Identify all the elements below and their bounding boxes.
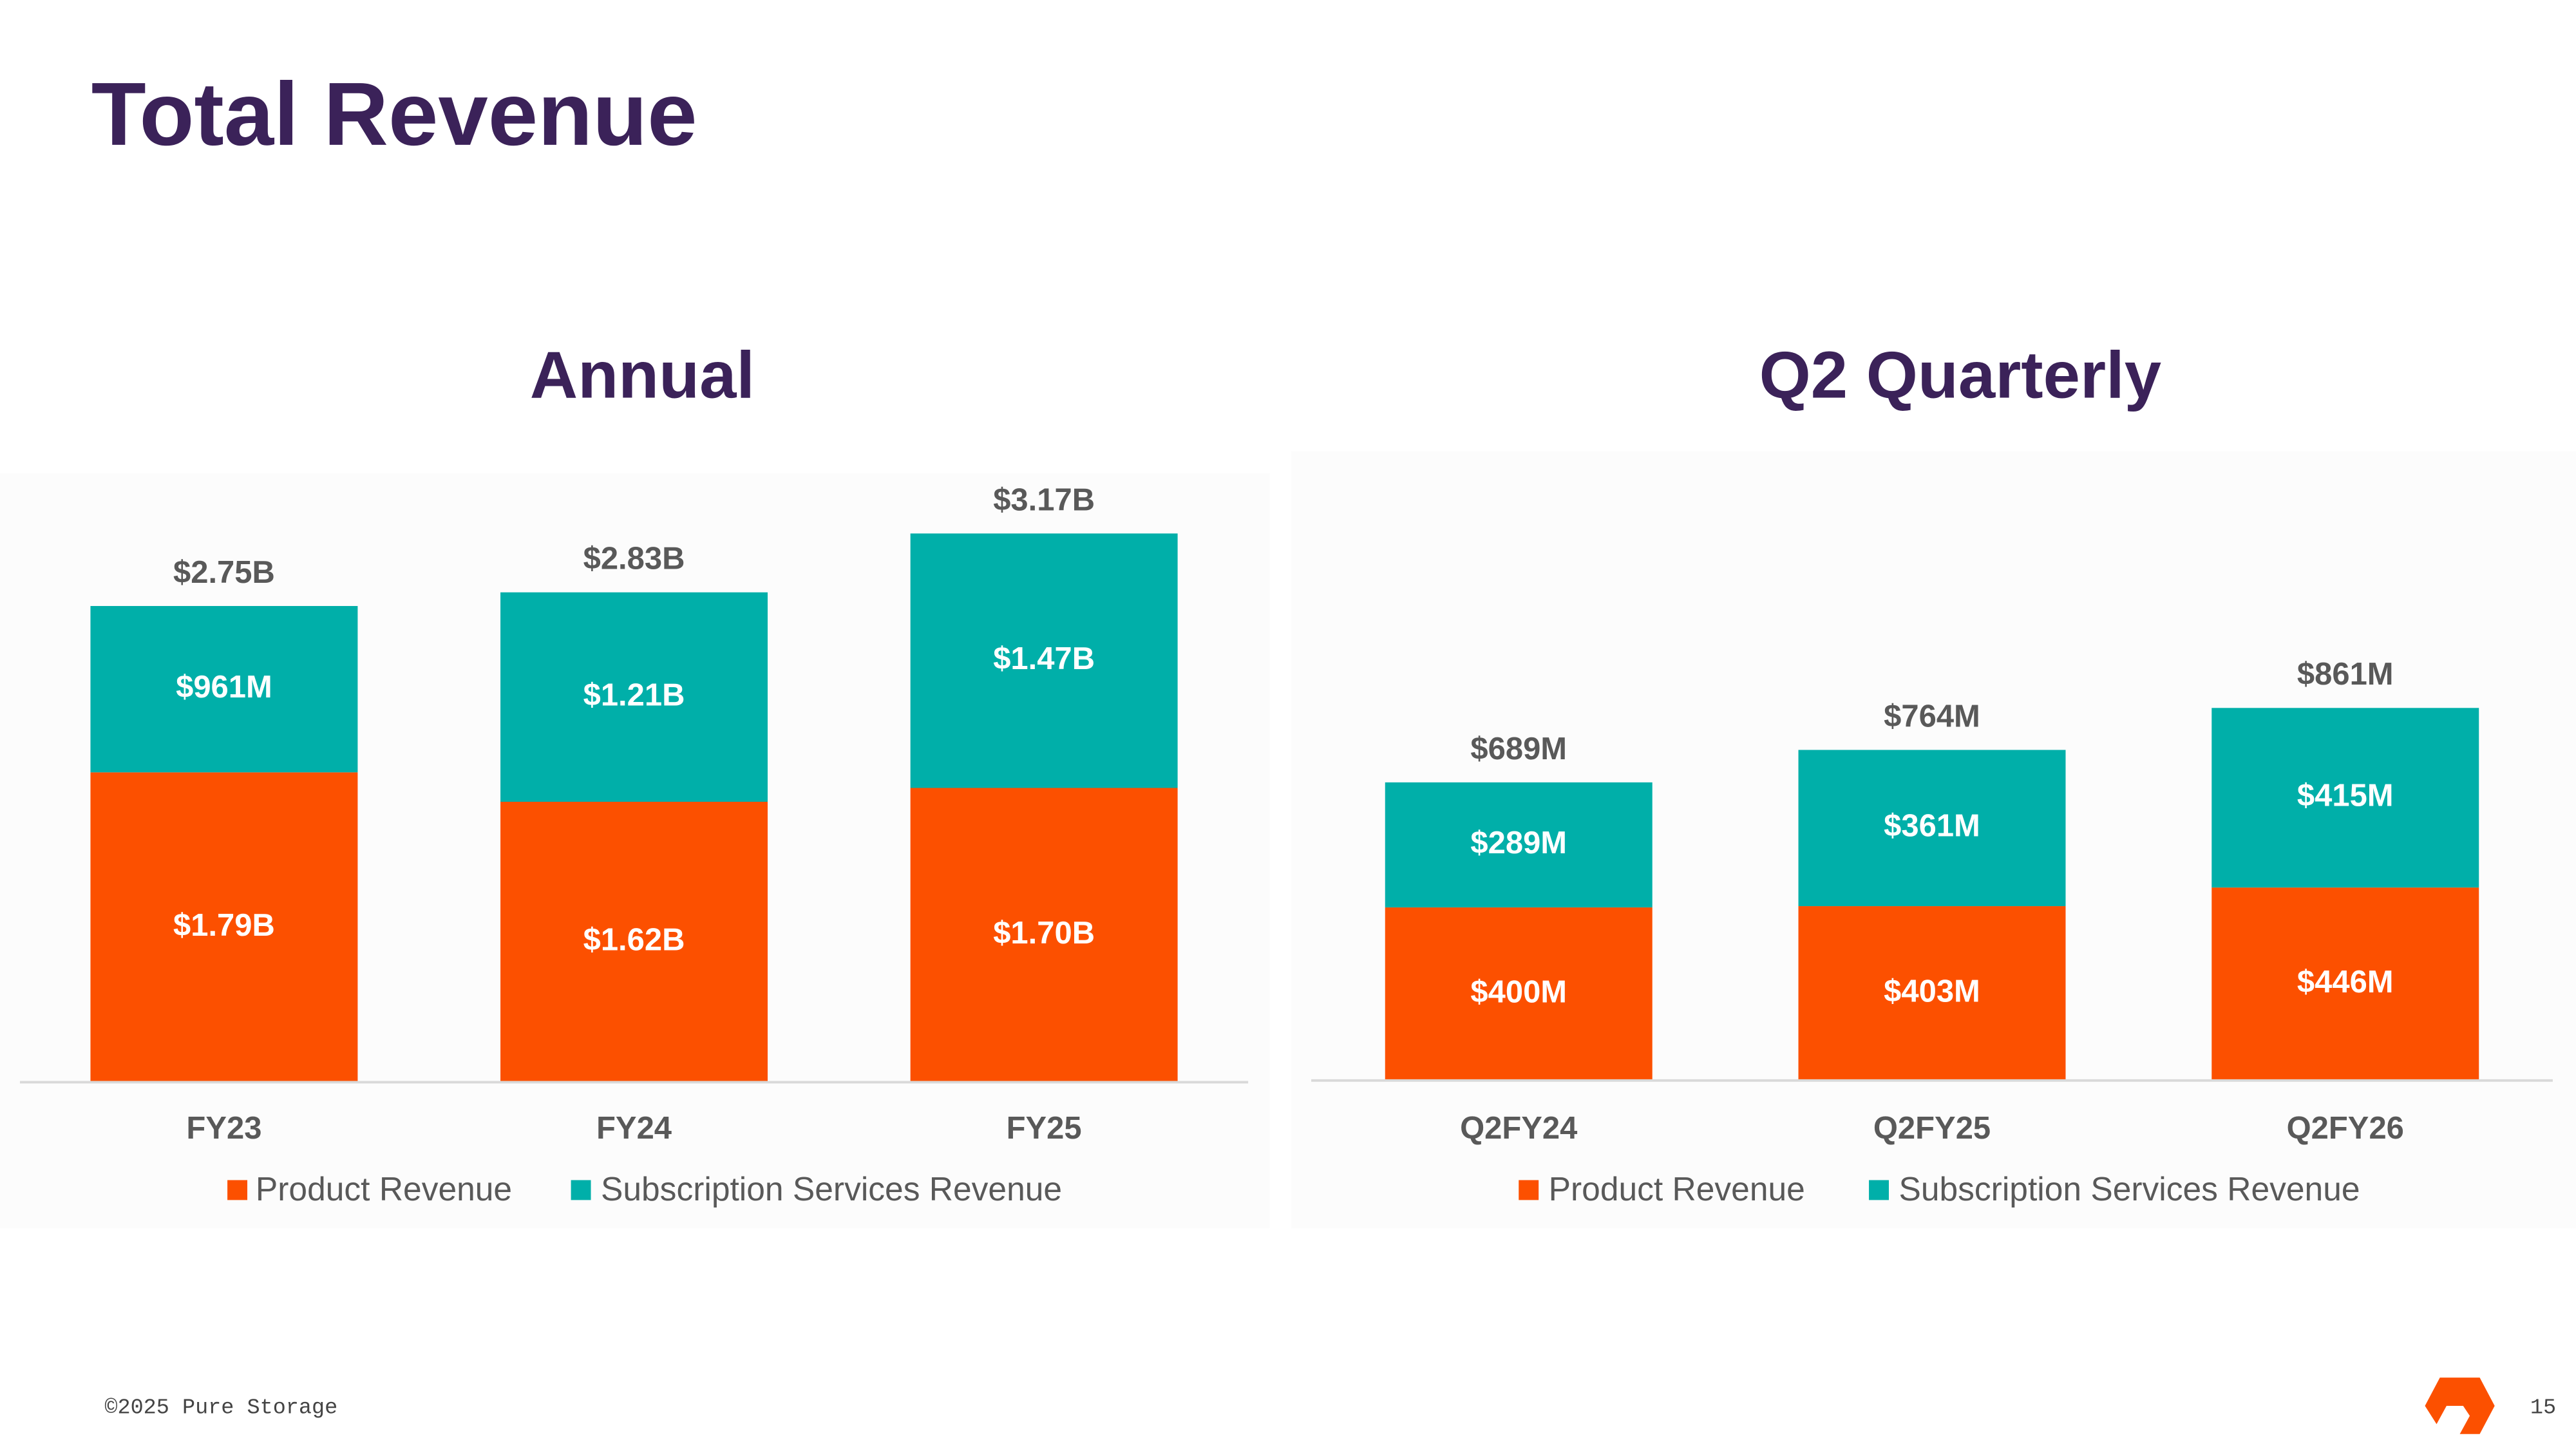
value-label: $289M xyxy=(1470,826,1567,860)
bar-segment xyxy=(1385,907,1653,1081)
bar-segment xyxy=(90,606,358,773)
value-label: $1.70B xyxy=(993,916,1095,951)
value-label: $961M xyxy=(176,670,272,705)
bar-segment xyxy=(1385,782,1653,908)
value-label: $400M xyxy=(1470,974,1567,1009)
value-label: $1.21B xyxy=(583,677,685,712)
legend-swatch xyxy=(1519,1180,1539,1200)
x-tick-label: FY24 xyxy=(596,1111,672,1146)
total-label: $861M xyxy=(2297,657,2394,692)
x-tick-label: Q2FY24 xyxy=(1460,1111,1577,1146)
bar-segment xyxy=(2211,887,2479,1081)
total-label: $3.17B xyxy=(993,482,1095,517)
bar-segment xyxy=(1798,750,2066,907)
legend-label: Subscription Services Revenue xyxy=(1899,1170,2360,1208)
value-label: $403M xyxy=(1884,974,1980,1009)
x-tick-label: FY25 xyxy=(1007,1111,1082,1146)
legend-label: Product Revenue xyxy=(256,1170,512,1208)
total-label: $2.75B xyxy=(173,555,275,590)
bar-segment xyxy=(500,592,768,802)
slide-title: Total Revenue xyxy=(91,64,697,164)
bar-segment xyxy=(90,772,358,1083)
chart-title: Annual xyxy=(530,337,755,412)
legend-swatch xyxy=(571,1180,591,1200)
bar-segment xyxy=(910,533,1178,788)
bar-segment xyxy=(500,801,768,1083)
value-label: $1.62B xyxy=(583,923,685,958)
x-tick-label: FY23 xyxy=(186,1111,261,1146)
value-label: $446M xyxy=(2297,965,2394,999)
page-number: 15 xyxy=(2530,1396,2556,1420)
copyright: ©2025 Pure Storage xyxy=(104,1396,337,1420)
value-label: $1.47B xyxy=(993,641,1095,676)
value-label: $415M xyxy=(2297,779,2394,813)
x-tick-label: Q2FY25 xyxy=(1873,1111,1991,1146)
legend-swatch xyxy=(1869,1180,1889,1200)
x-tick-label: Q2FY26 xyxy=(2287,1111,2404,1146)
value-label: $361M xyxy=(1884,809,1980,844)
legend-label: Subscription Services Revenue xyxy=(601,1170,1062,1208)
total-label: $689M xyxy=(1470,732,1567,766)
total-label: $2.83B xyxy=(583,542,685,576)
value-label: $1.79B xyxy=(173,908,275,943)
bar-segment xyxy=(910,788,1178,1083)
bar-segment xyxy=(1798,906,2066,1081)
bar-segment xyxy=(2211,708,2479,888)
legend-swatch xyxy=(227,1180,248,1200)
legend-label: Product Revenue xyxy=(1549,1170,1805,1208)
logo xyxy=(2425,1378,2495,1434)
chart-title: Q2 Quarterly xyxy=(1759,337,2161,412)
total-label: $764M xyxy=(1884,699,1980,734)
